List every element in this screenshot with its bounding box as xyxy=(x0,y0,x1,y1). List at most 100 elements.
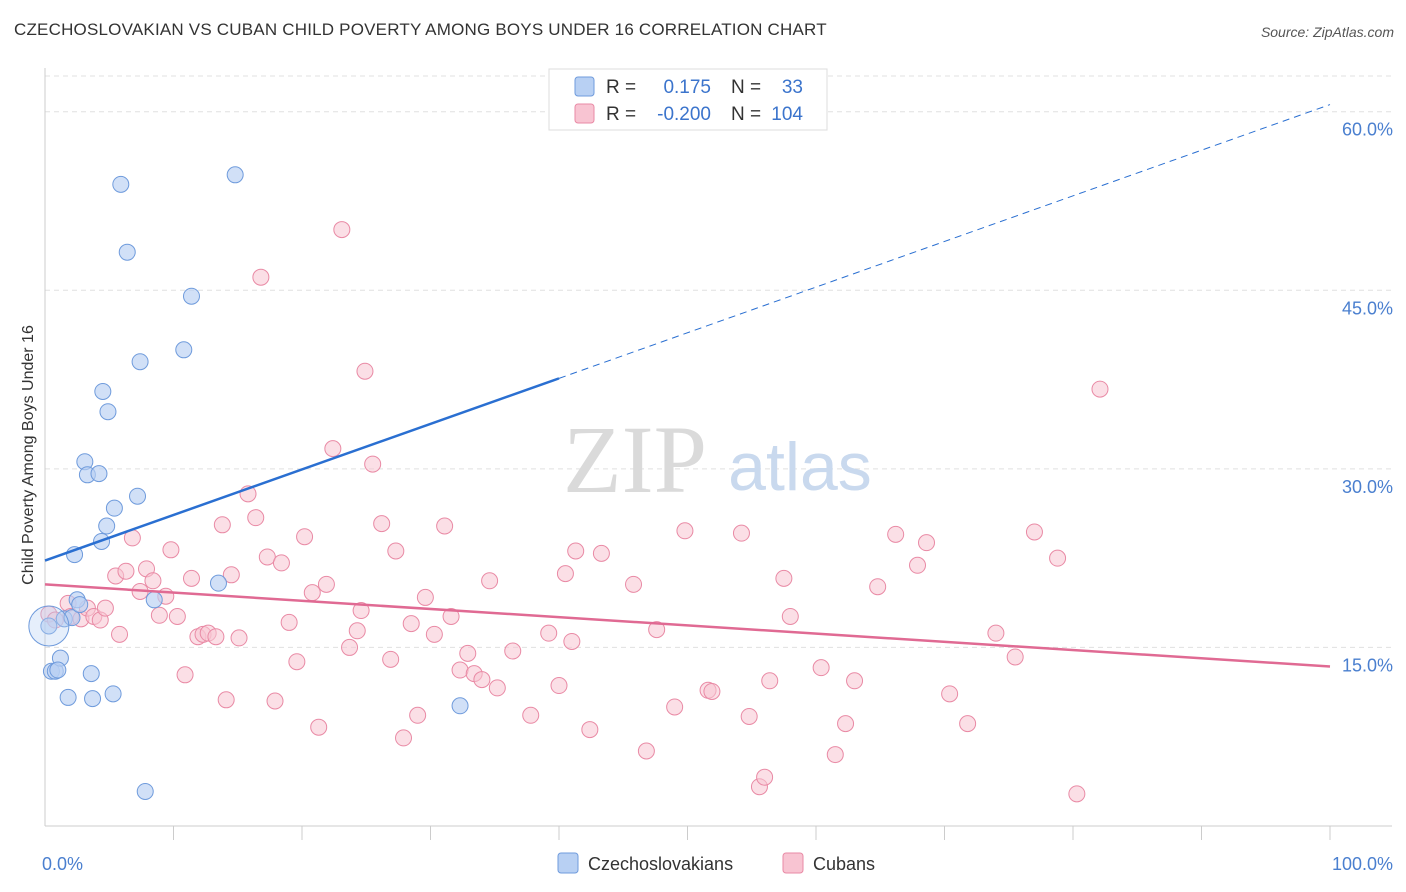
cubans-point-31 xyxy=(247,509,265,527)
cubans-point-63 xyxy=(481,572,499,590)
czechoslovakians-point-17 xyxy=(98,517,116,535)
cubans-point-52 xyxy=(395,729,413,747)
czechoslovakians-point-30 xyxy=(226,166,244,184)
cubans-point-94 xyxy=(909,556,927,574)
czechoslovakians-point-23 xyxy=(129,487,147,505)
cubans-point-85 xyxy=(761,672,779,690)
czechoslovakians-points xyxy=(28,166,469,800)
legend-swatch-pink xyxy=(574,103,595,124)
cubans-point-66 xyxy=(522,706,540,724)
cubans-point-72 xyxy=(581,721,599,739)
cubans-point-44 xyxy=(341,638,359,656)
y-tick-labels: 15.0% 30.0% 45.0% 60.0% xyxy=(1342,120,1393,676)
y-tick-label-3: 60.0% xyxy=(1342,120,1393,140)
cubans-point-96 xyxy=(941,685,959,703)
cubans-point-33 xyxy=(258,548,276,566)
cubans-point-45 xyxy=(348,622,366,640)
cubans-point-98 xyxy=(987,624,1005,642)
cubans-point-40 xyxy=(310,718,328,736)
y-tick-label-1: 30.0% xyxy=(1342,477,1393,497)
legend-r-value-2: -0.200 xyxy=(657,104,711,125)
watermark-zip: ZIP xyxy=(563,406,707,513)
czechoslovakians-point-0 xyxy=(40,617,58,635)
czechoslovakians-point-22 xyxy=(118,243,136,261)
cubans-point-15 xyxy=(144,572,162,590)
czechoslovakians-cluster-point xyxy=(28,605,70,647)
czechoslovakians-point-14 xyxy=(90,465,108,483)
cubans-point-38 xyxy=(296,528,314,546)
y-axis-label: Child Poverty Among Boys Under 16 xyxy=(20,325,37,585)
bottom-legend-czechoslovakians: Czechoslovakians xyxy=(588,854,733,874)
cubans-point-11 xyxy=(117,562,135,580)
cubans-point-60 xyxy=(459,644,477,662)
cubans-point-84 xyxy=(756,768,774,786)
cubans-point-58 xyxy=(442,607,460,625)
czechoslovakians-point-32 xyxy=(49,661,67,679)
czechoslovakians-point-18 xyxy=(99,403,117,421)
czechoslovakians-point-31 xyxy=(451,697,469,715)
cubans-point-75 xyxy=(637,742,655,760)
cubans-point-43 xyxy=(333,221,351,239)
cubans-point-97 xyxy=(959,715,977,733)
legend-swatch-blue xyxy=(574,76,595,97)
cubans-point-62 xyxy=(473,671,491,689)
cubans-point-56 xyxy=(425,625,443,643)
cubans-point-19 xyxy=(168,607,186,625)
czechoslovakians-point-29 xyxy=(209,574,227,592)
czechoslovakians-point-16 xyxy=(94,382,112,400)
czechoslovakians-point-24 xyxy=(131,353,149,371)
cubans-point-87 xyxy=(781,607,799,625)
source-credit: Source: ZipAtlas.com xyxy=(1260,24,1394,40)
cubans-point-49 xyxy=(373,515,391,533)
y-tick-label-0: 15.0% xyxy=(1342,655,1393,675)
legend-r-label-2: R = xyxy=(606,104,636,125)
bottom-legend-swatch-czechoslovakians xyxy=(557,852,579,874)
x-tick-label-0: 0.0% xyxy=(42,854,83,874)
y-tick-label-2: 45.0% xyxy=(1342,298,1393,318)
legend-n-label-2: N = xyxy=(731,104,761,125)
cubans-point-41 xyxy=(317,575,335,593)
cubans-point-89 xyxy=(826,746,844,764)
cubans-point-54 xyxy=(409,706,427,724)
cubans-trend-line xyxy=(44,583,1331,668)
cubans-point-77 xyxy=(666,698,684,716)
cubans-point-74 xyxy=(625,575,643,593)
cubans-point-69 xyxy=(556,565,574,583)
legend-n-label-1: N = xyxy=(731,77,761,98)
czechoslovakians-point-19 xyxy=(104,685,122,703)
cubans-point-59 xyxy=(451,661,469,679)
czechoslovakians-point-9 xyxy=(71,596,89,614)
cubans-point-71 xyxy=(567,542,585,560)
cubans-point-26 xyxy=(213,516,231,534)
cubans-point-78 xyxy=(676,522,694,540)
czechoslovakians-point-21 xyxy=(112,175,130,193)
x-tick-labels: 0.0% 100.0% xyxy=(42,854,1393,874)
cubans-point-32 xyxy=(252,268,270,286)
czechoslovakians-point-12 xyxy=(82,665,100,683)
cubans-point-16 xyxy=(150,606,168,624)
cubans-point-82 xyxy=(740,707,758,725)
czechoslovakians-point-5 xyxy=(59,688,77,706)
cubans-point-42 xyxy=(324,440,342,458)
cubans-point-53 xyxy=(402,615,420,633)
cubans-point-95 xyxy=(918,534,936,552)
cubans-point-36 xyxy=(280,613,298,631)
cubans-point-90 xyxy=(837,715,855,733)
czechoslovakians-point-25 xyxy=(136,782,154,800)
cubans-point-35 xyxy=(272,554,290,572)
cubans-point-18 xyxy=(162,541,180,559)
legend-n-value-1: 33 xyxy=(782,77,803,98)
cubans-point-48 xyxy=(364,455,382,473)
cubans-point-93 xyxy=(887,525,905,543)
bottom-legend-cubans: Cubans xyxy=(813,854,875,874)
legend-r-value-1: 0.175 xyxy=(663,77,711,98)
x-tick-label-1: 100.0% xyxy=(1332,854,1393,874)
cubans-point-57 xyxy=(436,517,454,535)
cubans-point-65 xyxy=(504,642,522,660)
cubans-point-86 xyxy=(775,569,793,587)
cubans-point-21 xyxy=(182,569,200,587)
cubans-point-34 xyxy=(266,692,284,710)
grid-lines xyxy=(45,75,1392,648)
watermark: ZIP atlas xyxy=(563,406,872,513)
